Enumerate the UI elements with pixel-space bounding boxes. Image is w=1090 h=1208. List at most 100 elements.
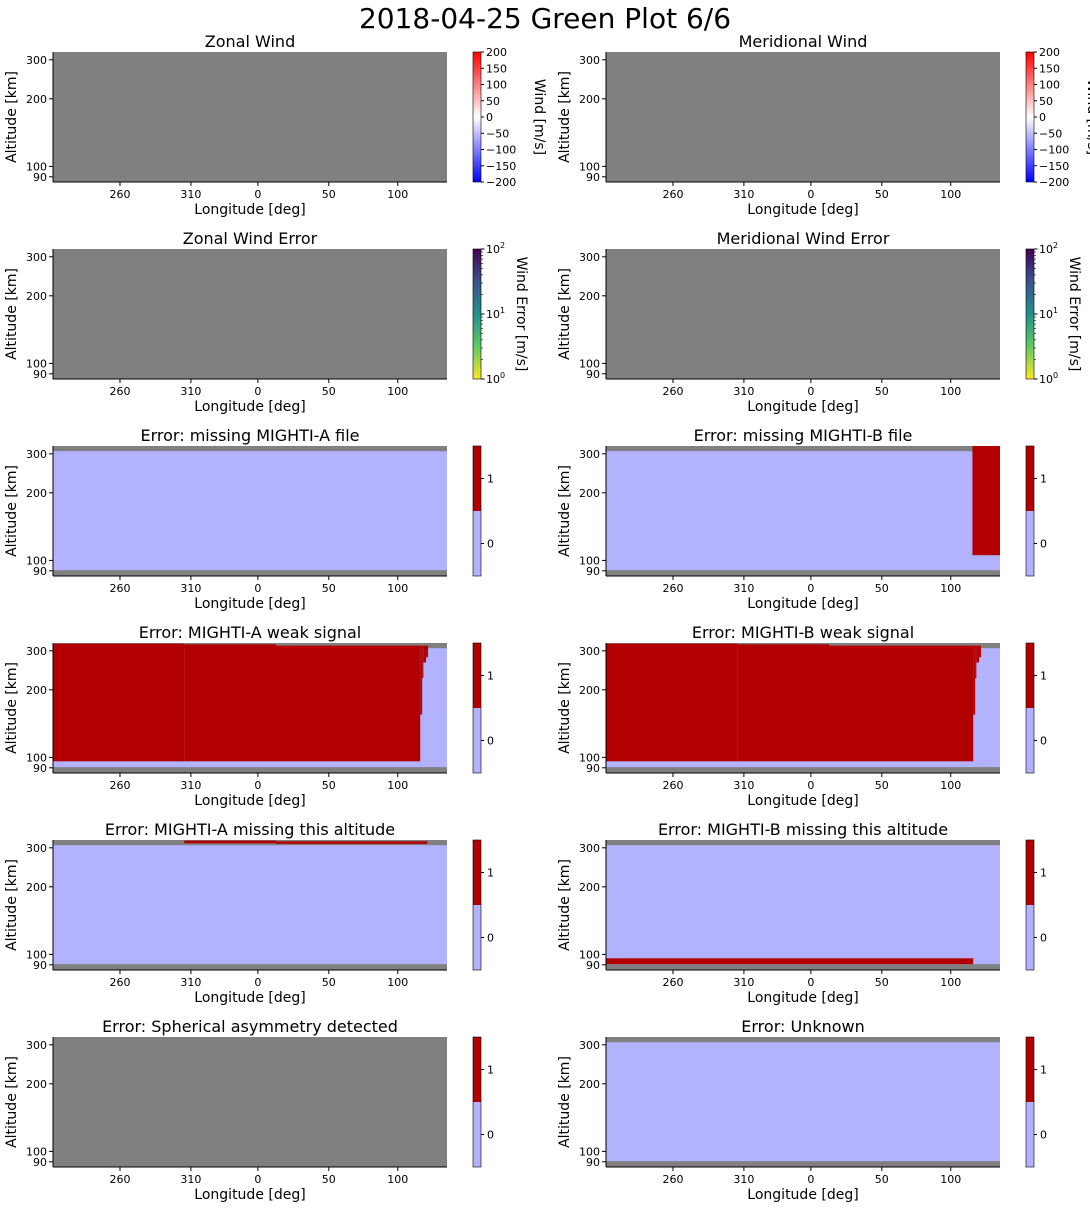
x-axis-label: Longitude [deg] <box>194 1187 305 1203</box>
x-tick-label: 50 <box>322 188 336 201</box>
y-tick-label: 100 <box>26 948 47 961</box>
x-tick-label: 0 <box>807 188 814 201</box>
panel-title: Zonal Wind Error <box>183 229 318 248</box>
x-tick-label: 310 <box>180 976 201 989</box>
panel-title: Error: missing MIGHTI-A file <box>141 426 360 445</box>
x-tick-label: 310 <box>733 385 754 398</box>
panel-9: Error: MIGHTI-A missing this altitude 260… <box>4 820 494 1006</box>
x-tick-label: 310 <box>733 188 754 201</box>
panel-11: Error: Spherical asymmetry detected 260 31… <box>4 1017 494 1203</box>
y-tick-label: 90 <box>586 171 600 184</box>
y-axis-label: Altitude [km] <box>557 662 573 754</box>
x-tick-label: 0 <box>254 188 261 201</box>
flag-off-area <box>606 1042 1000 1162</box>
y-tick-label: 100 <box>26 160 47 173</box>
x-axis-label: Longitude [deg] <box>747 793 858 809</box>
colorbar-tick-label: −50 <box>1039 127 1062 140</box>
y-tick-label: 90 <box>586 1156 600 1169</box>
colorbar-tick-label: 102 <box>1039 241 1058 256</box>
y-tick-label: 300 <box>579 54 600 67</box>
y-axis-label: Altitude [km] <box>4 662 20 754</box>
x-tick-label: 0 <box>807 385 814 398</box>
y-tick-label: 200 <box>26 684 47 697</box>
y-axis-label: Altitude [km] <box>557 268 573 360</box>
colorbar-segment-off <box>473 905 481 970</box>
flag-off-area <box>53 451 447 571</box>
x-tick-label: 100 <box>387 188 408 201</box>
panel-title: Error: Unknown <box>741 1017 864 1036</box>
x-tick-label: 260 <box>109 976 130 989</box>
colorbar-tick-label: −100 <box>486 144 516 157</box>
x-tick-label: 310 <box>180 385 201 398</box>
colorbar-frame <box>472 642 482 774</box>
colorbar-tick-label: −50 <box>486 127 509 140</box>
flag-off-area <box>606 845 1000 965</box>
colorbar-label: Wind [m/s] <box>1084 79 1090 155</box>
flag-region <box>606 643 738 762</box>
colorbar: 10 <box>1025 642 1047 774</box>
x-tick-label: 100 <box>940 188 961 201</box>
x-tick-label: 260 <box>662 582 683 595</box>
colorbar-tick-label: 101 <box>1039 306 1058 321</box>
x-tick-label: 0 <box>254 582 261 595</box>
colorbar-frame <box>1025 1036 1035 1168</box>
y-tick-label: 300 <box>26 54 47 67</box>
flag-region <box>606 958 974 965</box>
colorbar-tick-label: 0 <box>1040 1129 1047 1142</box>
x-tick-label: 100 <box>387 582 408 595</box>
colorbar-tick-label: 200 <box>486 46 507 59</box>
x-tick-label: 0 <box>807 582 814 595</box>
colorbar-segment-off <box>473 708 481 773</box>
colorbar-tick-label: 200 <box>1039 46 1060 59</box>
x-tick-label: 50 <box>875 1173 889 1186</box>
colorbar-segment-off <box>1026 708 1034 773</box>
x-tick-label: 50 <box>875 385 889 398</box>
colorbar-segment-on <box>1026 840 1034 905</box>
y-tick-label: 90 <box>586 368 600 381</box>
colorbar: 10 <box>1025 1036 1047 1168</box>
y-tick-label: 90 <box>33 368 47 381</box>
y-axis-label: Altitude [km] <box>4 1056 20 1148</box>
y-tick-label: 90 <box>33 762 47 775</box>
panel-title: Zonal Wind <box>205 32 295 51</box>
y-tick-label: 200 <box>26 1078 47 1091</box>
masked-area <box>53 52 447 182</box>
y-tick-label: 90 <box>586 762 600 775</box>
flag-off-area <box>606 451 1000 571</box>
colorbar-gradient <box>1025 248 1035 380</box>
x-tick-label: 260 <box>109 779 130 792</box>
colorbar-tick-label: 101 <box>486 306 505 321</box>
x-tick-label: 260 <box>109 582 130 595</box>
flag-region <box>975 645 977 679</box>
colorbar: 10 <box>472 839 494 971</box>
x-tick-label: 0 <box>807 1173 814 1186</box>
flag-region <box>737 644 830 762</box>
colorbar-frame <box>472 445 482 577</box>
panel-title: Error: MIGHTI-B weak signal <box>692 623 914 642</box>
y-axis-label: Altitude [km] <box>4 465 20 557</box>
colorbar-frame <box>1025 642 1035 774</box>
colorbar-tick-label: −200 <box>486 176 516 189</box>
x-axis-label: Longitude [deg] <box>194 990 305 1006</box>
colorbar-tick-label: 1 <box>487 1064 494 1077</box>
colorbar-tick-label: 0 <box>487 1129 494 1142</box>
x-tick-label: 310 <box>733 779 754 792</box>
x-tick-label: 50 <box>322 582 336 595</box>
colorbar-segment-on <box>473 1037 481 1102</box>
y-tick-label: 200 <box>579 290 600 303</box>
colorbar-label: Wind Error [m/s] <box>1066 257 1082 372</box>
y-tick-label: 200 <box>579 93 600 106</box>
x-tick-label: 50 <box>322 1173 336 1186</box>
masked-area <box>606 52 1000 182</box>
y-tick-label: 90 <box>33 1156 47 1169</box>
colorbar-tick-label: −150 <box>1039 160 1069 173</box>
colorbar-tick-label: 1 <box>1040 473 1047 486</box>
x-tick-label: 100 <box>940 1173 961 1186</box>
colorbar-frame <box>1025 445 1035 577</box>
colorbar-segment-off <box>1026 1102 1034 1167</box>
